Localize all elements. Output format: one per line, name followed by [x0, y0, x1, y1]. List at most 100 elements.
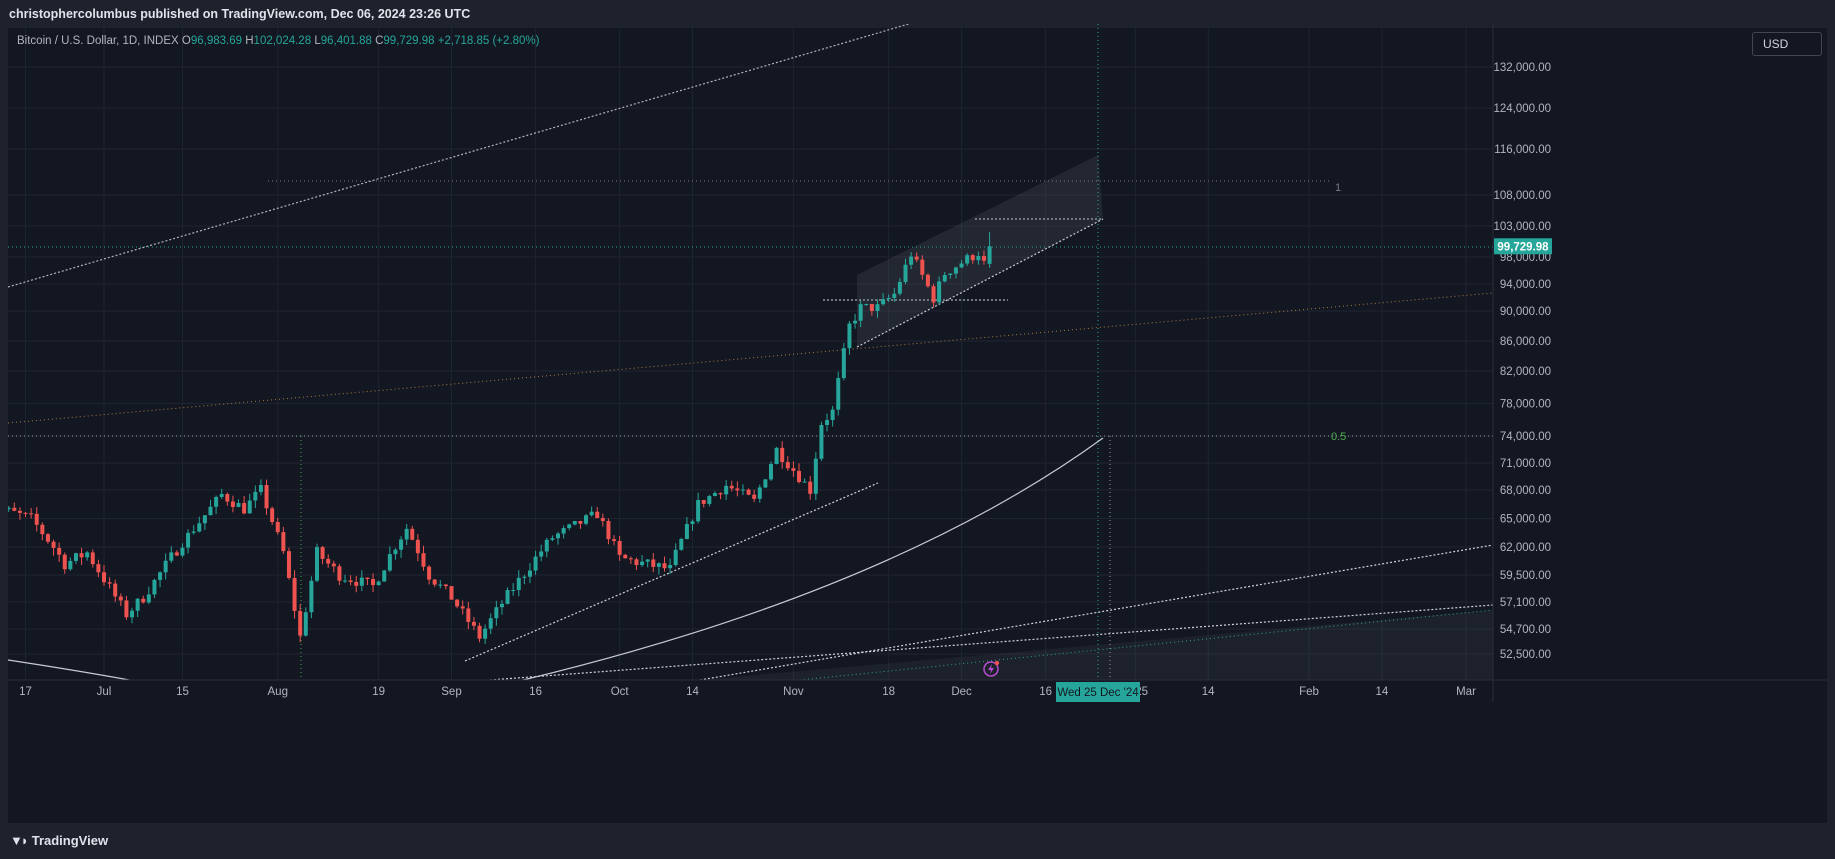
candle-body [359, 577, 364, 586]
candle [29, 508, 34, 519]
candle [656, 562, 661, 575]
candle [135, 597, 140, 617]
candle-body [746, 489, 751, 495]
symbol-legend[interactable]: Bitcoin / U.S. Dollar, 1D, INDEX O96,983… [17, 35, 539, 47]
candle [62, 552, 67, 574]
candle [359, 570, 364, 592]
candle-body [847, 323, 852, 349]
candle-body [214, 496, 219, 507]
candle-body [57, 547, 62, 555]
projection-channel [857, 155, 1103, 347]
candle-body [897, 281, 902, 294]
fib-label: 1 [1335, 182, 1341, 194]
low-label: L [314, 35, 321, 47]
candle [415, 534, 420, 562]
currency-selector[interactable]: USD [1752, 32, 1822, 56]
candle [959, 259, 964, 269]
candle-body [51, 541, 56, 548]
candle-body [881, 299, 886, 305]
candle [354, 575, 359, 593]
candle [174, 550, 179, 557]
y-tick-label: 94,000.00 [1500, 279, 1551, 291]
teal-lower-line [799, 609, 1493, 680]
candle-body [808, 481, 813, 494]
candle [881, 293, 886, 306]
tradingview-brand[interactable]: ▼◗ TradingView [10, 833, 108, 848]
candle [410, 525, 415, 541]
candle [768, 461, 773, 481]
open-value: 96,983.69 [190, 35, 243, 47]
candle [488, 613, 493, 635]
candle [169, 546, 174, 564]
candle-body [124, 600, 129, 618]
candle [690, 519, 695, 531]
candle [567, 523, 572, 531]
candle [421, 545, 426, 571]
candle-body [102, 572, 106, 583]
candle-body [505, 590, 510, 604]
y-tick-label: 62,000.00 [1500, 542, 1551, 554]
candle [696, 492, 701, 524]
low-value: 96,401.88 [320, 35, 372, 47]
candle-body [690, 521, 695, 525]
candle-body [729, 485, 734, 489]
candle [303, 607, 308, 637]
candle [387, 546, 392, 573]
candle [914, 252, 919, 263]
candle [292, 570, 297, 619]
candle [752, 489, 757, 503]
candle [90, 549, 95, 568]
y-tick-label: 52,500.00 [1500, 649, 1551, 661]
candle [819, 421, 824, 462]
candle [651, 553, 656, 573]
candle [107, 577, 112, 589]
x-tick-label: Nov [783, 686, 804, 698]
candle [427, 564, 432, 585]
candle [780, 441, 785, 469]
candle-body [970, 255, 975, 261]
candle [8, 505, 11, 512]
candle [634, 557, 639, 571]
candle-body [449, 586, 454, 600]
candle-body [836, 378, 841, 410]
candle-body [662, 563, 667, 569]
candle-body [830, 409, 835, 421]
candle-body [12, 507, 17, 511]
tradingview-logo-icon: ▼◗ [10, 833, 29, 848]
candle-body [679, 538, 684, 550]
candle-body [415, 539, 420, 554]
x-tick-label: Jul [97, 686, 112, 698]
candle-body [258, 484, 263, 492]
candle-body [275, 522, 280, 533]
candle [712, 491, 717, 497]
chart-area[interactable] [8, 28, 1827, 823]
fib-label: 0.5 [1331, 431, 1346, 443]
candle [830, 405, 835, 427]
candle [600, 513, 605, 527]
candle [539, 544, 544, 562]
candle-body [230, 501, 235, 507]
candle-body [903, 264, 908, 282]
candle [208, 499, 213, 516]
candle [258, 479, 263, 496]
x-tick-label: 19 [372, 686, 385, 698]
candle-body [645, 559, 650, 562]
candle-body [987, 246, 992, 264]
candle-body [17, 510, 22, 513]
lower-left-curve [8, 659, 133, 680]
candle [813, 452, 818, 501]
candle [612, 535, 617, 546]
candle [841, 342, 846, 381]
candle [382, 569, 387, 582]
candle [892, 288, 897, 302]
candle-body [724, 485, 729, 495]
candle [668, 558, 673, 575]
candle [808, 476, 813, 500]
candle [225, 492, 230, 506]
candle-body [242, 503, 247, 514]
candle [505, 587, 510, 605]
candle [73, 552, 78, 564]
candles [8, 232, 992, 644]
candle-body [953, 267, 958, 274]
